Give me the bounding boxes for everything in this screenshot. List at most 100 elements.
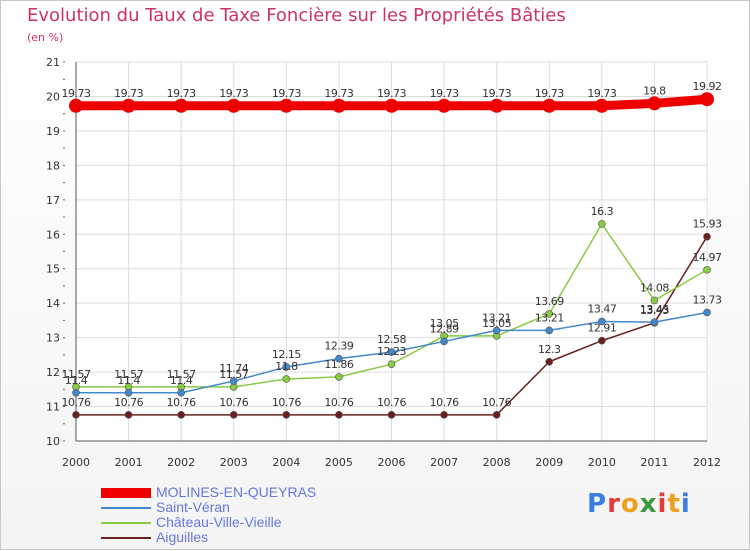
logo-letter: t — [667, 489, 681, 519]
data-point — [387, 348, 396, 356]
data-label: 11.86 — [324, 358, 353, 371]
data-label: 13.69 — [535, 295, 564, 308]
data-label: 19.73 — [377, 87, 406, 100]
data-point — [545, 326, 554, 335]
data-point — [331, 98, 346, 113]
data-label: 19.73 — [482, 87, 511, 100]
data-point — [229, 411, 238, 419]
data-label: 11.74 — [219, 362, 248, 375]
data-label: 19.73 — [167, 87, 196, 100]
data-label: 14.08 — [640, 281, 669, 294]
data-label: 10.76 — [167, 396, 196, 409]
data-point — [72, 388, 80, 397]
data-label: 11.57 — [114, 368, 143, 381]
data-point — [279, 98, 294, 113]
logo-letter: i — [657, 489, 668, 519]
data-point — [598, 317, 606, 326]
y-tick-label: 11 — [46, 401, 60, 414]
data-point — [177, 411, 185, 419]
data-label: 13.05 — [482, 317, 511, 330]
data-point — [647, 96, 662, 111]
data-label: 10.76 — [324, 396, 353, 409]
data-point — [282, 375, 291, 383]
proxiti-logo: Proxiti — [587, 489, 691, 519]
data-label: 13.43 — [640, 304, 669, 317]
data-label: 11.4 — [170, 374, 193, 387]
data-label: 12.58 — [377, 333, 406, 346]
data-label: 13.73 — [693, 293, 722, 306]
data-point — [229, 377, 238, 385]
logo-letter: r — [607, 489, 621, 519]
legend-swatch — [101, 537, 151, 539]
data-label: 19.73 — [430, 87, 459, 100]
y-tick-label: 21 — [46, 56, 60, 69]
data-label: 13.05 — [430, 317, 459, 330]
data-point — [598, 220, 606, 228]
data-point — [335, 411, 343, 419]
data-point — [282, 411, 291, 419]
data-label: 19.73 — [219, 87, 248, 100]
data-label: 11.4 — [65, 374, 88, 387]
y-tick-label: 19 — [46, 125, 60, 138]
logo-letter: x — [639, 489, 658, 519]
data-point — [124, 388, 133, 397]
data-point — [282, 363, 291, 371]
legend-swatch — [101, 488, 151, 498]
data-point — [598, 336, 606, 345]
data-label: 10.76 — [114, 396, 143, 409]
data-label: 11.57 — [62, 368, 91, 381]
legend-swatch — [101, 507, 151, 509]
data-point — [703, 308, 711, 317]
data-point — [384, 98, 399, 113]
data-label: 10.76 — [377, 396, 406, 409]
legend-label: MOLINES-EN-QUEYRAS — [156, 484, 317, 500]
data-label: 19.73 — [62, 87, 91, 100]
x-tick-label: 2009 — [535, 456, 563, 469]
y-tick-label: 20 — [46, 90, 60, 103]
data-point — [69, 98, 83, 113]
data-point — [124, 411, 133, 419]
x-tick-label: 2005 — [325, 456, 353, 469]
logo-letter: o — [620, 489, 640, 519]
data-point — [72, 411, 80, 419]
data-label: 12.89 — [430, 322, 459, 335]
data-point — [177, 388, 185, 397]
legend-label: Château-Ville-Vieille — [156, 514, 282, 530]
data-point — [703, 265, 711, 274]
x-tick-label: 2003 — [220, 456, 248, 469]
data-point — [335, 354, 343, 363]
x-tick-label: 2011 — [640, 456, 668, 469]
x-tick-label: 2010 — [588, 456, 616, 469]
data-label: 13.21 — [535, 311, 564, 324]
data-label: 10.76 — [62, 396, 91, 409]
data-point — [650, 296, 659, 305]
data-point — [489, 98, 504, 113]
y-tick-label: 16 — [46, 228, 60, 241]
x-tick-label: 2000 — [62, 456, 90, 469]
data-point — [440, 337, 448, 346]
x-tick-label: 2004 — [272, 456, 300, 469]
data-label: 19.73 — [587, 87, 616, 100]
data-point — [437, 98, 452, 113]
legend-swatch — [101, 522, 151, 524]
x-tick-label: 2008 — [483, 456, 511, 469]
data-label: 10.76 — [482, 396, 511, 409]
data-point — [700, 92, 714, 107]
data-label: 19.73 — [272, 87, 301, 100]
data-point — [492, 411, 501, 419]
data-label: 13.47 — [587, 302, 616, 315]
data-point — [121, 98, 136, 113]
x-tick-label: 2001 — [115, 456, 143, 469]
logo-letter: i — [680, 489, 691, 519]
data-label: 13.21 — [482, 311, 511, 324]
data-point — [387, 411, 396, 419]
data-point — [174, 98, 189, 113]
data-label: 12.23 — [377, 345, 406, 358]
data-label: 10.76 — [219, 396, 248, 409]
data-point — [226, 98, 241, 113]
data-point — [387, 360, 396, 368]
data-label: 11.8 — [275, 360, 298, 373]
data-point — [650, 318, 659, 326]
